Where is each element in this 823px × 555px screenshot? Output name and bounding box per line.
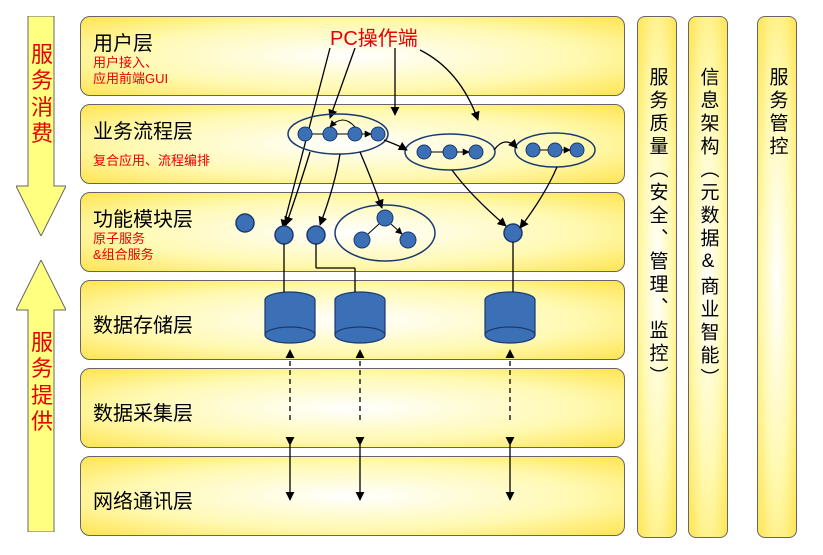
diagram-overlay	[0, 0, 823, 555]
module-nodes	[236, 205, 522, 261]
process-ellipses	[288, 114, 595, 170]
cylinders	[265, 292, 535, 343]
